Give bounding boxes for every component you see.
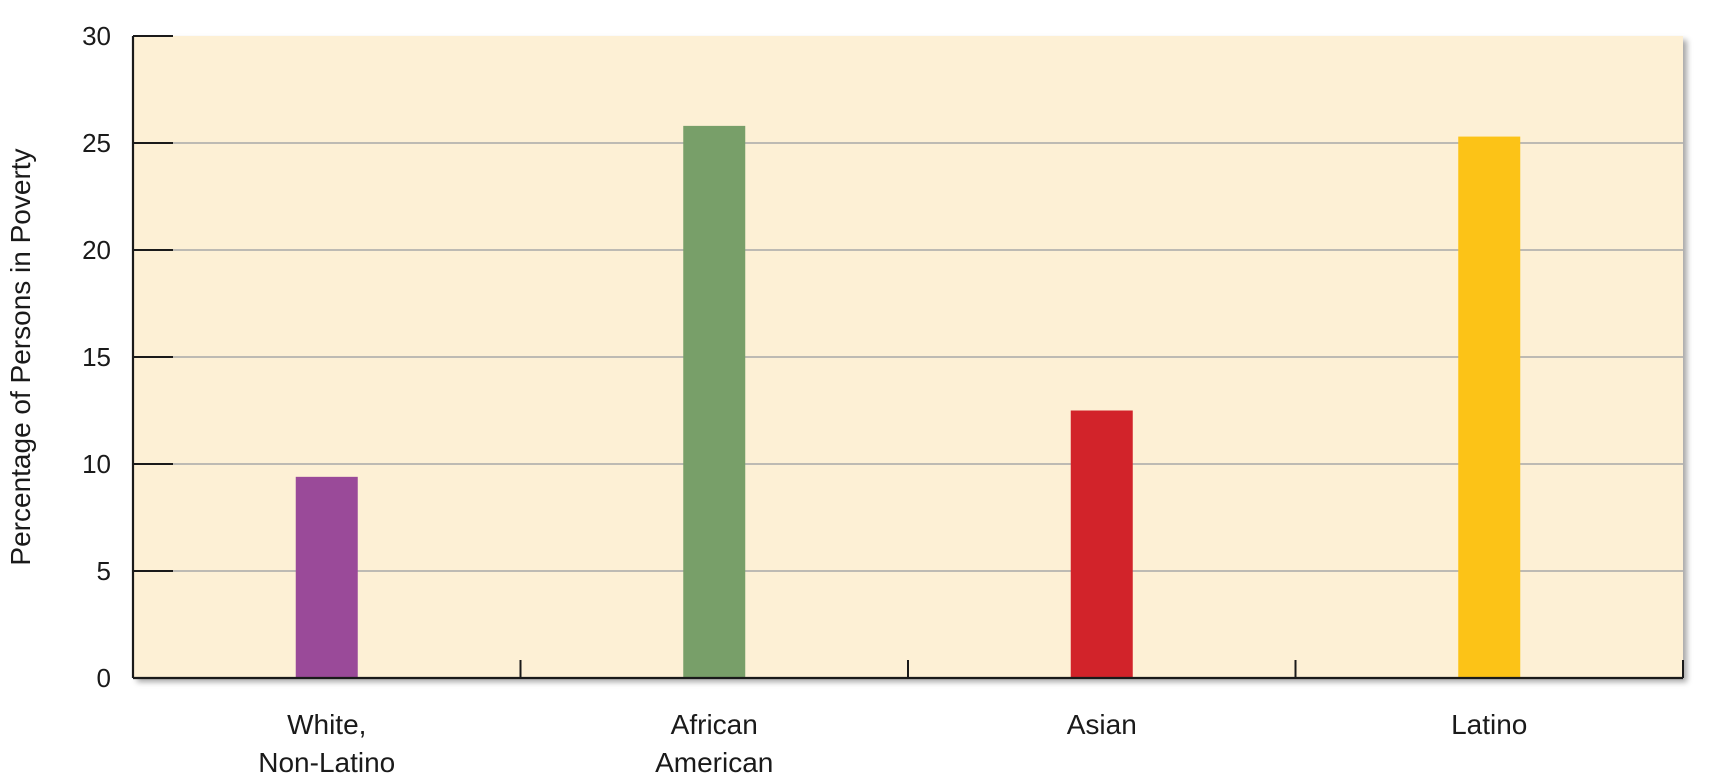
bar — [295, 476, 358, 678]
x-category-label-line: American — [655, 747, 773, 778]
x-category-label: White, Non-Latino — [258, 709, 395, 778]
y-tick-label: 0 — [97, 663, 111, 693]
bars — [295, 125, 1521, 678]
y-tick-label: 20 — [82, 235, 111, 265]
x-category-label-line: Asian — [1067, 709, 1137, 740]
x-category-labels: White, Non-Latino African American Asian Lati… — [258, 709, 1527, 778]
gridlines — [133, 142, 1683, 572]
y-tick-label: 10 — [82, 449, 111, 479]
x-category-label: African American — [655, 709, 773, 778]
x-category-label-line: Non-Latino — [258, 747, 395, 778]
y-axis-title: Percentage of Persons in Poverty — [5, 148, 36, 565]
bar — [1070, 410, 1133, 678]
bar — [683, 125, 746, 678]
x-category-label: Latino — [1451, 709, 1527, 740]
x-category-label-line: African — [671, 709, 758, 740]
x-category-label-line: Latino — [1451, 709, 1527, 740]
x-category-label: Asian — [1067, 709, 1137, 740]
y-tick-label: 25 — [82, 128, 111, 158]
x-category-label-line: White, — [287, 709, 366, 740]
y-tick-labels: 0 5 10 15 20 25 30 — [82, 21, 111, 693]
y-tick-label: 15 — [82, 342, 111, 372]
y-tick-label: 30 — [82, 21, 111, 51]
axes — [131, 35, 1684, 680]
y-tick-label: 5 — [97, 556, 111, 586]
bar — [1458, 136, 1521, 678]
